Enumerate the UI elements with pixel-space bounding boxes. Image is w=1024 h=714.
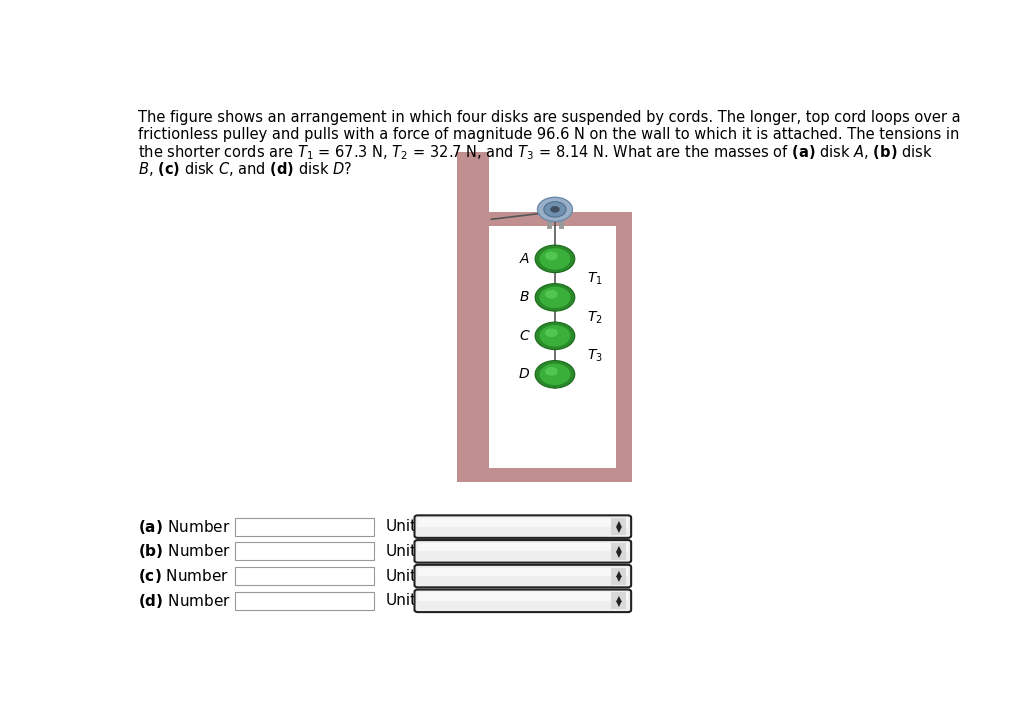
Text: ▲: ▲ [615, 544, 622, 553]
FancyBboxPatch shape [236, 567, 374, 585]
Circle shape [544, 201, 566, 217]
Circle shape [536, 322, 574, 350]
FancyBboxPatch shape [418, 518, 628, 527]
FancyBboxPatch shape [610, 518, 627, 535]
FancyBboxPatch shape [415, 540, 631, 563]
Circle shape [536, 245, 574, 273]
FancyBboxPatch shape [415, 590, 631, 612]
FancyBboxPatch shape [610, 543, 627, 560]
FancyBboxPatch shape [236, 542, 374, 560]
Text: Units: Units [386, 519, 425, 534]
Circle shape [550, 206, 560, 213]
FancyBboxPatch shape [418, 593, 628, 600]
Bar [616, 212, 632, 468]
Text: A: A [519, 252, 528, 266]
FancyBboxPatch shape [236, 518, 374, 536]
Circle shape [545, 290, 558, 298]
Circle shape [540, 286, 570, 308]
Text: ▼: ▼ [615, 599, 622, 608]
Text: Units: Units [386, 568, 425, 583]
Text: $\mathbf{(d)}$ Number: $\mathbf{(d)}$ Number [137, 592, 230, 610]
Text: frictionless pulley and pulls with a force of magnitude 96.6 N on the wall to wh: frictionless pulley and pulls with a for… [137, 127, 958, 142]
Circle shape [540, 248, 570, 270]
Circle shape [538, 197, 572, 221]
FancyBboxPatch shape [415, 565, 631, 588]
Text: ▲: ▲ [615, 569, 622, 578]
FancyBboxPatch shape [418, 543, 628, 551]
Text: B: B [519, 291, 528, 304]
Text: ▼: ▼ [615, 550, 622, 558]
Text: $T_3$: $T_3$ [587, 348, 602, 364]
Text: $\mathbf{(c)}$ Number: $\mathbf{(c)}$ Number [137, 567, 228, 585]
Text: ▼: ▼ [615, 525, 622, 534]
Circle shape [540, 363, 570, 385]
FancyBboxPatch shape [418, 568, 628, 576]
Circle shape [545, 328, 558, 337]
Text: ▲: ▲ [615, 593, 622, 603]
Circle shape [545, 367, 558, 376]
Text: C: C [519, 329, 528, 343]
Circle shape [536, 361, 574, 388]
Bar [458, 151, 489, 481]
Text: the shorter cords are $T_1$ = 67.3 N, $T_2$ = 32.7 N, and $T_3$ = 8.14 N. What a: the shorter cords are $T_1$ = 67.3 N, $T… [137, 144, 933, 162]
Text: ▼: ▼ [615, 574, 622, 583]
Circle shape [536, 283, 574, 311]
Text: Units: Units [386, 593, 425, 608]
FancyBboxPatch shape [415, 516, 631, 538]
Bar [458, 468, 632, 481]
Circle shape [545, 251, 558, 260]
Text: D: D [518, 367, 528, 381]
Text: $B$, $\mathbf{(c)}$ disk $C$, and $\mathbf{(d)}$ disk $D$?: $B$, $\mathbf{(c)}$ disk $C$, and $\math… [137, 160, 352, 178]
Circle shape [540, 325, 570, 346]
Text: $\mathbf{(b)}$ Number: $\mathbf{(b)}$ Number [137, 543, 230, 560]
Text: The figure shows an arrangement in which four disks are suspended by cords. The : The figure shows an arrangement in which… [137, 111, 961, 126]
Text: Units: Units [386, 544, 425, 559]
Text: $\mathbf{(a)}$ Number: $\mathbf{(a)}$ Number [137, 518, 230, 536]
Text: $T_2$: $T_2$ [587, 309, 602, 326]
Text: ▲: ▲ [615, 519, 622, 528]
FancyBboxPatch shape [236, 592, 374, 610]
FancyBboxPatch shape [610, 568, 627, 585]
FancyBboxPatch shape [610, 593, 627, 609]
Text: $T_1$: $T_1$ [587, 271, 602, 288]
Bar [489, 212, 632, 226]
